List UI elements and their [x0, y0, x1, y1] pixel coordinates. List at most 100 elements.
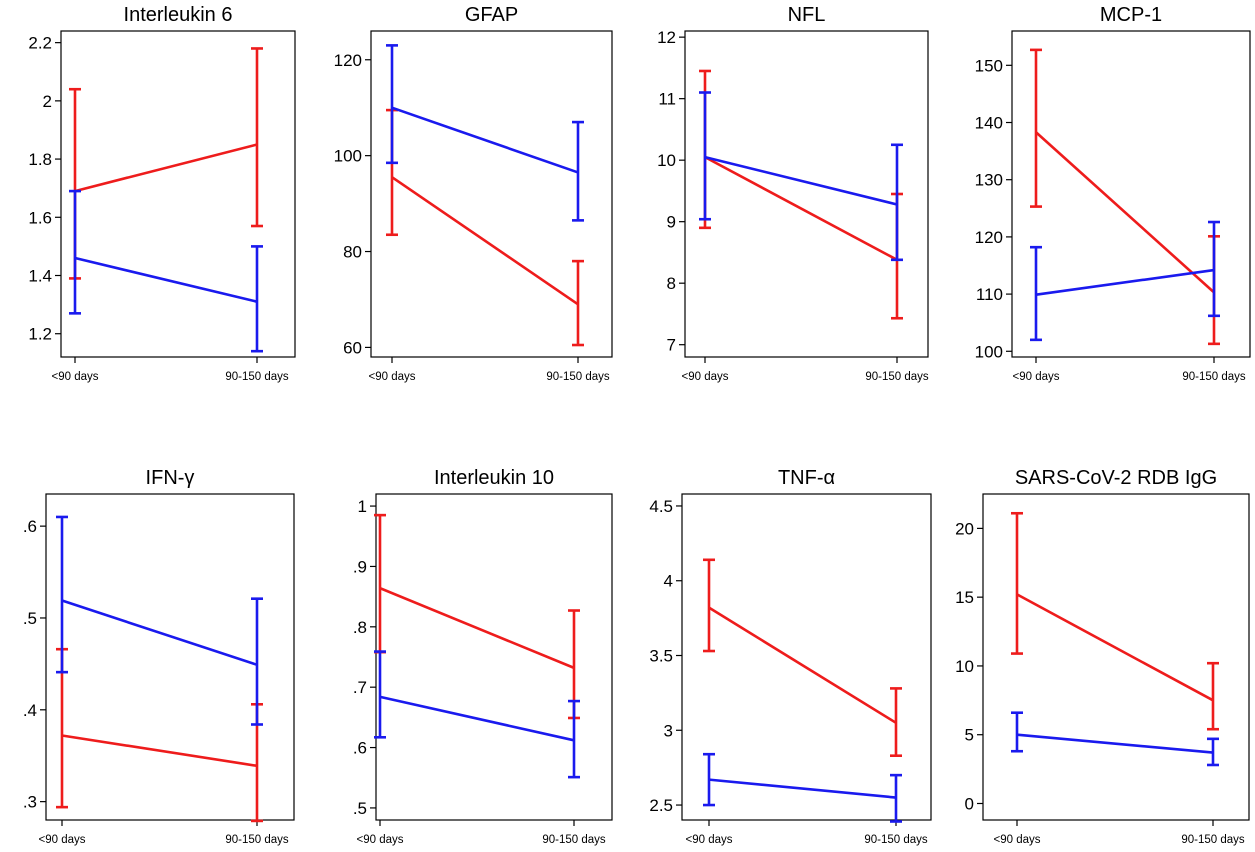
series: [374, 513, 580, 720]
series: [56, 647, 263, 823]
series-line: [61, 734, 258, 768]
chart-panel: Interleukin 6 1.2 1.4 1.6 1.8 2 2.2 <90 days 90-…: [28, 4, 296, 383]
y-tick-label: 4.5: [649, 497, 673, 516]
y-tick-label: .5: [23, 609, 37, 628]
x-tick-label: <90 days: [994, 834, 1041, 846]
y-tick-label: 140: [975, 114, 1003, 133]
series: [703, 558, 902, 757]
series-line: [391, 176, 579, 306]
x-tick-label: 90-150 days: [225, 371, 289, 383]
chart-title: TNF-α: [778, 467, 835, 489]
x-tick-label: 90-150 days: [864, 834, 928, 846]
y-tick-label: 7: [667, 336, 676, 355]
y-tick-label: .7: [353, 678, 367, 697]
y-tick-label: 60: [343, 338, 362, 357]
y-tick-label: 1.8: [28, 150, 52, 169]
y-tick-label: 3.5: [649, 647, 673, 666]
chart-title: IFN-γ: [146, 467, 195, 489]
x-tick-label: <90 days: [1013, 371, 1060, 383]
y-tick-label: 110: [976, 285, 1003, 304]
x-tick-label: 90-150 days: [542, 834, 606, 846]
series-line: [379, 586, 575, 670]
series: [1030, 48, 1220, 346]
x-tick-label: 90-150 days: [1182, 371, 1246, 383]
chart-panel: IFN-γ .3 .4 .5 .6 <90 days 90-150 days: [23, 467, 295, 846]
x-tick-label: 90-150 days: [546, 371, 610, 383]
plot-frame: [1011, 30, 1251, 358]
y-tick-label: 12: [657, 28, 676, 47]
y-tick-label: 2.2: [28, 34, 52, 53]
chart-title: MCP-1: [1100, 4, 1162, 26]
y-tick-label: .8: [353, 618, 367, 637]
y-tick-label: 2.5: [649, 796, 673, 815]
chart-title: Interleukin 6: [124, 4, 233, 26]
series-line: [708, 778, 897, 799]
x-tick-label: 90-150 days: [865, 371, 929, 383]
y-tick-label: 10: [657, 151, 676, 170]
y-tick-label: 100: [975, 342, 1003, 361]
y-tick-label: 100: [334, 147, 362, 166]
series: [56, 515, 263, 726]
y-tick-label: 1.2: [28, 325, 52, 344]
series-line: [1035, 131, 1215, 294]
y-tick-label: 0: [965, 794, 974, 813]
y-tick-label: 1.6: [28, 208, 52, 227]
series-line: [1016, 733, 1214, 754]
plot-frame: [60, 30, 296, 358]
plot-frame: [982, 493, 1250, 821]
chart-title: NFL: [788, 4, 826, 26]
series: [1030, 220, 1220, 342]
y-tick-label: .6: [353, 739, 367, 758]
y-tick-label: 3: [664, 721, 673, 740]
series-line: [704, 155, 898, 206]
y-tick-label: 4: [664, 572, 673, 591]
series-line: [379, 695, 575, 742]
y-tick-label: 20: [955, 519, 974, 538]
x-tick-label: <90 days: [682, 371, 729, 383]
series-line: [74, 143, 258, 193]
y-tick-label: 10: [955, 657, 974, 676]
chart-panel: MCP-1 100 110 120 130 140 150 <90 days 90-150 da…: [975, 4, 1251, 383]
chart-panel: GFAP 60 80 100 120 <90 days 90-150 days: [334, 4, 613, 383]
y-tick-label: 1: [358, 497, 367, 516]
plot-frame: [370, 30, 613, 358]
chart-title: Interleukin 10: [434, 467, 554, 489]
y-tick-label: 11: [658, 90, 676, 109]
series: [386, 44, 584, 222]
chart-title: GFAP: [465, 4, 518, 26]
series: [699, 69, 903, 320]
x-tick-label: <90 days: [686, 834, 733, 846]
chart-panel: NFL 7 8 9 10 11 12 <90 days 90-150 days: [657, 4, 929, 383]
series: [386, 108, 584, 347]
y-tick-label: .6: [23, 517, 37, 536]
plot-frame: [681, 493, 932, 821]
series-line: [74, 256, 258, 303]
chart-panel: Interleukin 10 .5 .6 .7 .8 .9 1 <90 days 90-150 …: [353, 467, 613, 846]
series-line: [391, 106, 579, 174]
y-tick-label: 1.4: [28, 267, 52, 286]
series: [699, 91, 903, 262]
plot-frame: [45, 493, 295, 821]
series-line: [61, 599, 258, 667]
x-tick-label: <90 days: [52, 371, 99, 383]
series: [69, 189, 263, 353]
y-tick-label: .3: [23, 793, 37, 812]
y-tick-label: 150: [975, 56, 1003, 75]
chart-title: SARS-CoV-2 RDB IgG: [1015, 467, 1217, 489]
series: [69, 47, 263, 280]
chart-panel: TNF-α 2.5 3 3.5 4 4.5 <90 days 90-150 days: [649, 467, 932, 846]
y-tick-label: 80: [343, 243, 362, 262]
series: [374, 650, 580, 779]
series: [1011, 711, 1219, 767]
series-line: [704, 155, 898, 261]
y-tick-label: 15: [955, 588, 974, 607]
chart-panel: SARS-CoV-2 RDB IgG 0 5 10 15 20 <90 days 90-150…: [955, 467, 1250, 846]
series: [1011, 511, 1219, 731]
series-line: [1016, 593, 1214, 702]
y-tick-label: .9: [353, 557, 367, 576]
series-line: [708, 606, 897, 724]
x-tick-label: 90-150 days: [1181, 834, 1245, 846]
y-tick-label: 120: [334, 51, 362, 70]
y-tick-label: 8: [667, 274, 676, 293]
